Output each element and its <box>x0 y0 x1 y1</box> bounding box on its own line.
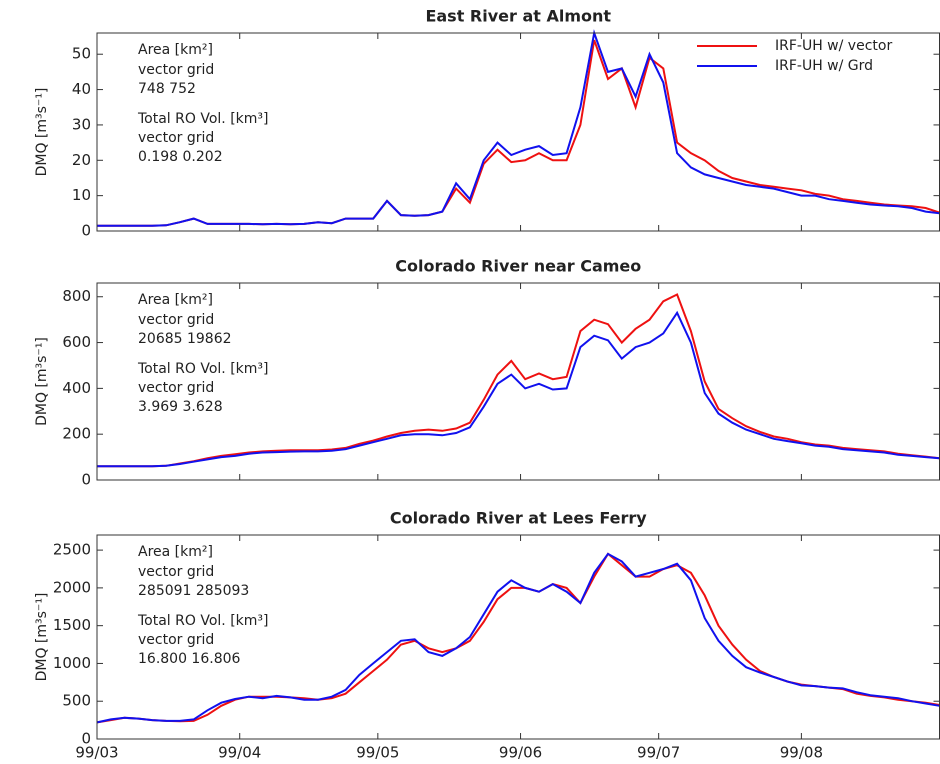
annotation: vector grid <box>138 564 214 580</box>
annotation: Total RO Vol. [km³] <box>137 361 268 377</box>
y-axis-label: DMQ [m³s⁻¹] <box>34 88 50 177</box>
annotation: vector grid <box>138 62 214 78</box>
series-line <box>97 293 940 468</box>
annotation: Area [km²] <box>138 544 213 560</box>
chart-title: Colorado River near Cameo <box>395 257 641 276</box>
x-tick-label: 99/06 <box>499 744 542 762</box>
y-tick-label: 0 <box>81 222 91 240</box>
annotation: Total RO Vol. [km³] <box>137 111 268 127</box>
series-line <box>97 29 940 227</box>
series-line <box>96 552 940 724</box>
annotation: 285091 285093 <box>138 583 249 599</box>
plot-frame <box>96 534 940 740</box>
y-tick-label: 50 <box>72 45 91 63</box>
annotation: vector grid <box>138 380 214 396</box>
y-tick-label: 40 <box>72 80 91 98</box>
y-tick-label: 2000 <box>53 578 91 596</box>
annotation: 3.969 3.628 <box>138 399 223 415</box>
x-tick-label: 99/04 <box>218 744 261 762</box>
y-tick-label: 10 <box>72 186 91 204</box>
legend-label: IRF-UH w/ Grd <box>775 58 873 74</box>
y-axis-label: DMQ [m³s⁻¹] <box>34 337 50 426</box>
y-tick-label: 200 <box>62 425 91 443</box>
chart-title: East River at Almont <box>425 7 611 26</box>
y-tick-label: 1000 <box>53 654 91 672</box>
annotation: 0.198 0.202 <box>138 149 223 165</box>
annotation: 20685 19862 <box>138 331 232 347</box>
annotation: 16.800 16.806 <box>138 651 241 667</box>
x-tick-label: 99/07 <box>637 744 680 762</box>
y-tick-label: 500 <box>62 692 91 710</box>
y-axis-label: DMQ [m³s⁻¹] <box>34 593 50 682</box>
annotation: 748 752 <box>138 81 196 97</box>
x-tick-label: 99/03 <box>75 744 118 762</box>
series-line <box>97 310 940 468</box>
y-tick-label: 600 <box>62 333 91 351</box>
y-tick-label: 400 <box>62 379 91 397</box>
annotation: Area [km²] <box>138 42 213 58</box>
annotation: vector grid <box>138 632 214 648</box>
annotation: Total RO Vol. [km³] <box>137 613 268 629</box>
x-tick-label: 99/05 <box>356 744 399 762</box>
series-line <box>96 552 940 724</box>
y-tick-label: 0 <box>81 471 91 489</box>
legend-label: IRF-UH w/ vector <box>775 38 892 54</box>
y-tick-label: 0 <box>81 730 91 748</box>
x-tick-label: 99/08 <box>780 744 823 762</box>
annotation: Area [km²] <box>138 292 213 308</box>
y-tick-label: 20 <box>72 151 91 169</box>
annotation: vector grid <box>138 130 214 146</box>
y-tick-label: 1500 <box>53 616 91 634</box>
y-tick-label: 800 <box>62 287 91 305</box>
y-tick-label: 2500 <box>53 541 91 559</box>
y-tick-label: 30 <box>72 115 91 133</box>
chart-title: Colorado River at Lees Ferry <box>390 509 647 528</box>
annotation: vector grid <box>138 312 214 328</box>
